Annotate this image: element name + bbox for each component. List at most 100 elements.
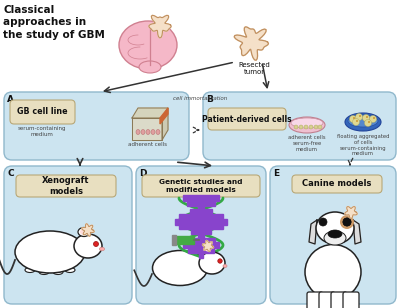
Polygon shape [82,224,94,236]
Ellipse shape [299,125,303,129]
Circle shape [362,115,370,121]
Ellipse shape [318,125,322,129]
Ellipse shape [151,129,155,135]
Text: serum-containing
medium: serum-containing medium [18,126,66,137]
Ellipse shape [152,250,208,286]
Polygon shape [183,195,219,201]
Polygon shape [162,108,168,140]
Ellipse shape [304,125,308,129]
Circle shape [94,241,98,246]
Ellipse shape [25,268,35,273]
Circle shape [356,114,362,120]
Polygon shape [198,233,204,239]
Ellipse shape [65,268,75,273]
Polygon shape [191,228,211,234]
Circle shape [364,120,372,127]
Ellipse shape [39,270,49,274]
Polygon shape [234,27,268,60]
Ellipse shape [15,231,85,273]
Text: E: E [273,169,279,178]
FancyBboxPatch shape [4,92,189,160]
Circle shape [366,116,368,118]
Circle shape [343,218,351,226]
Polygon shape [202,241,214,251]
Circle shape [368,121,370,123]
Polygon shape [179,214,223,220]
Circle shape [218,259,222,263]
FancyBboxPatch shape [203,92,396,160]
Ellipse shape [80,229,88,235]
Ellipse shape [305,245,361,299]
Circle shape [319,218,327,226]
Polygon shape [149,15,171,38]
Ellipse shape [202,245,214,253]
Polygon shape [188,247,214,253]
Ellipse shape [53,270,63,274]
Text: D: D [139,169,146,178]
Circle shape [340,215,354,229]
Ellipse shape [291,118,323,128]
Polygon shape [132,108,168,118]
Text: GB cell line: GB cell line [17,107,68,116]
FancyBboxPatch shape [331,292,347,308]
FancyBboxPatch shape [270,166,396,304]
Text: C: C [7,169,14,178]
Ellipse shape [100,247,104,251]
Circle shape [353,117,355,119]
Ellipse shape [289,117,325,133]
Text: Resected
tumor: Resected tumor [238,62,270,75]
Ellipse shape [223,265,227,268]
Ellipse shape [136,129,140,135]
Polygon shape [132,118,162,140]
Circle shape [359,115,361,117]
Ellipse shape [199,252,225,274]
Polygon shape [183,242,219,248]
Ellipse shape [324,231,346,245]
Text: Canine models: Canine models [302,180,372,188]
Polygon shape [198,205,204,210]
Ellipse shape [345,113,381,131]
Ellipse shape [316,212,354,244]
Ellipse shape [309,125,313,129]
Text: floating aggregated
of cells
serum-containing
medium: floating aggregated of cells serum-conta… [337,134,389,156]
Text: A: A [7,95,14,104]
Text: Xenograft
models: Xenograft models [42,176,90,196]
Ellipse shape [74,234,102,258]
Circle shape [370,116,376,123]
FancyBboxPatch shape [10,100,75,124]
Polygon shape [345,207,357,218]
Text: cell immortalization: cell immortalization [173,96,227,101]
Polygon shape [160,108,168,124]
FancyBboxPatch shape [16,175,116,197]
Polygon shape [175,219,227,225]
Text: adherent cells: adherent cells [128,142,168,147]
Ellipse shape [204,246,212,252]
Ellipse shape [146,129,150,135]
FancyBboxPatch shape [142,175,260,197]
Polygon shape [190,209,212,215]
FancyBboxPatch shape [292,175,382,193]
Ellipse shape [141,129,145,135]
Circle shape [373,117,375,119]
Circle shape [356,120,358,122]
Ellipse shape [78,228,90,237]
Ellipse shape [328,230,342,238]
FancyBboxPatch shape [208,108,286,130]
Text: adherent cells
serum-free
medium: adherent cells serum-free medium [288,135,326,152]
Text: Patient-derived cells: Patient-derived cells [202,115,292,124]
Polygon shape [187,200,215,206]
FancyBboxPatch shape [343,292,359,308]
Polygon shape [309,220,317,244]
Ellipse shape [294,125,298,129]
Circle shape [343,218,351,226]
Ellipse shape [156,129,160,135]
Polygon shape [199,252,203,258]
FancyBboxPatch shape [319,292,335,308]
Circle shape [350,116,356,123]
Circle shape [352,119,360,125]
Text: B: B [206,95,213,104]
Polygon shape [174,236,194,244]
FancyBboxPatch shape [4,166,132,304]
Ellipse shape [314,125,318,129]
Text: Genetic studies and
modified models: Genetic studies and modified models [159,180,243,192]
